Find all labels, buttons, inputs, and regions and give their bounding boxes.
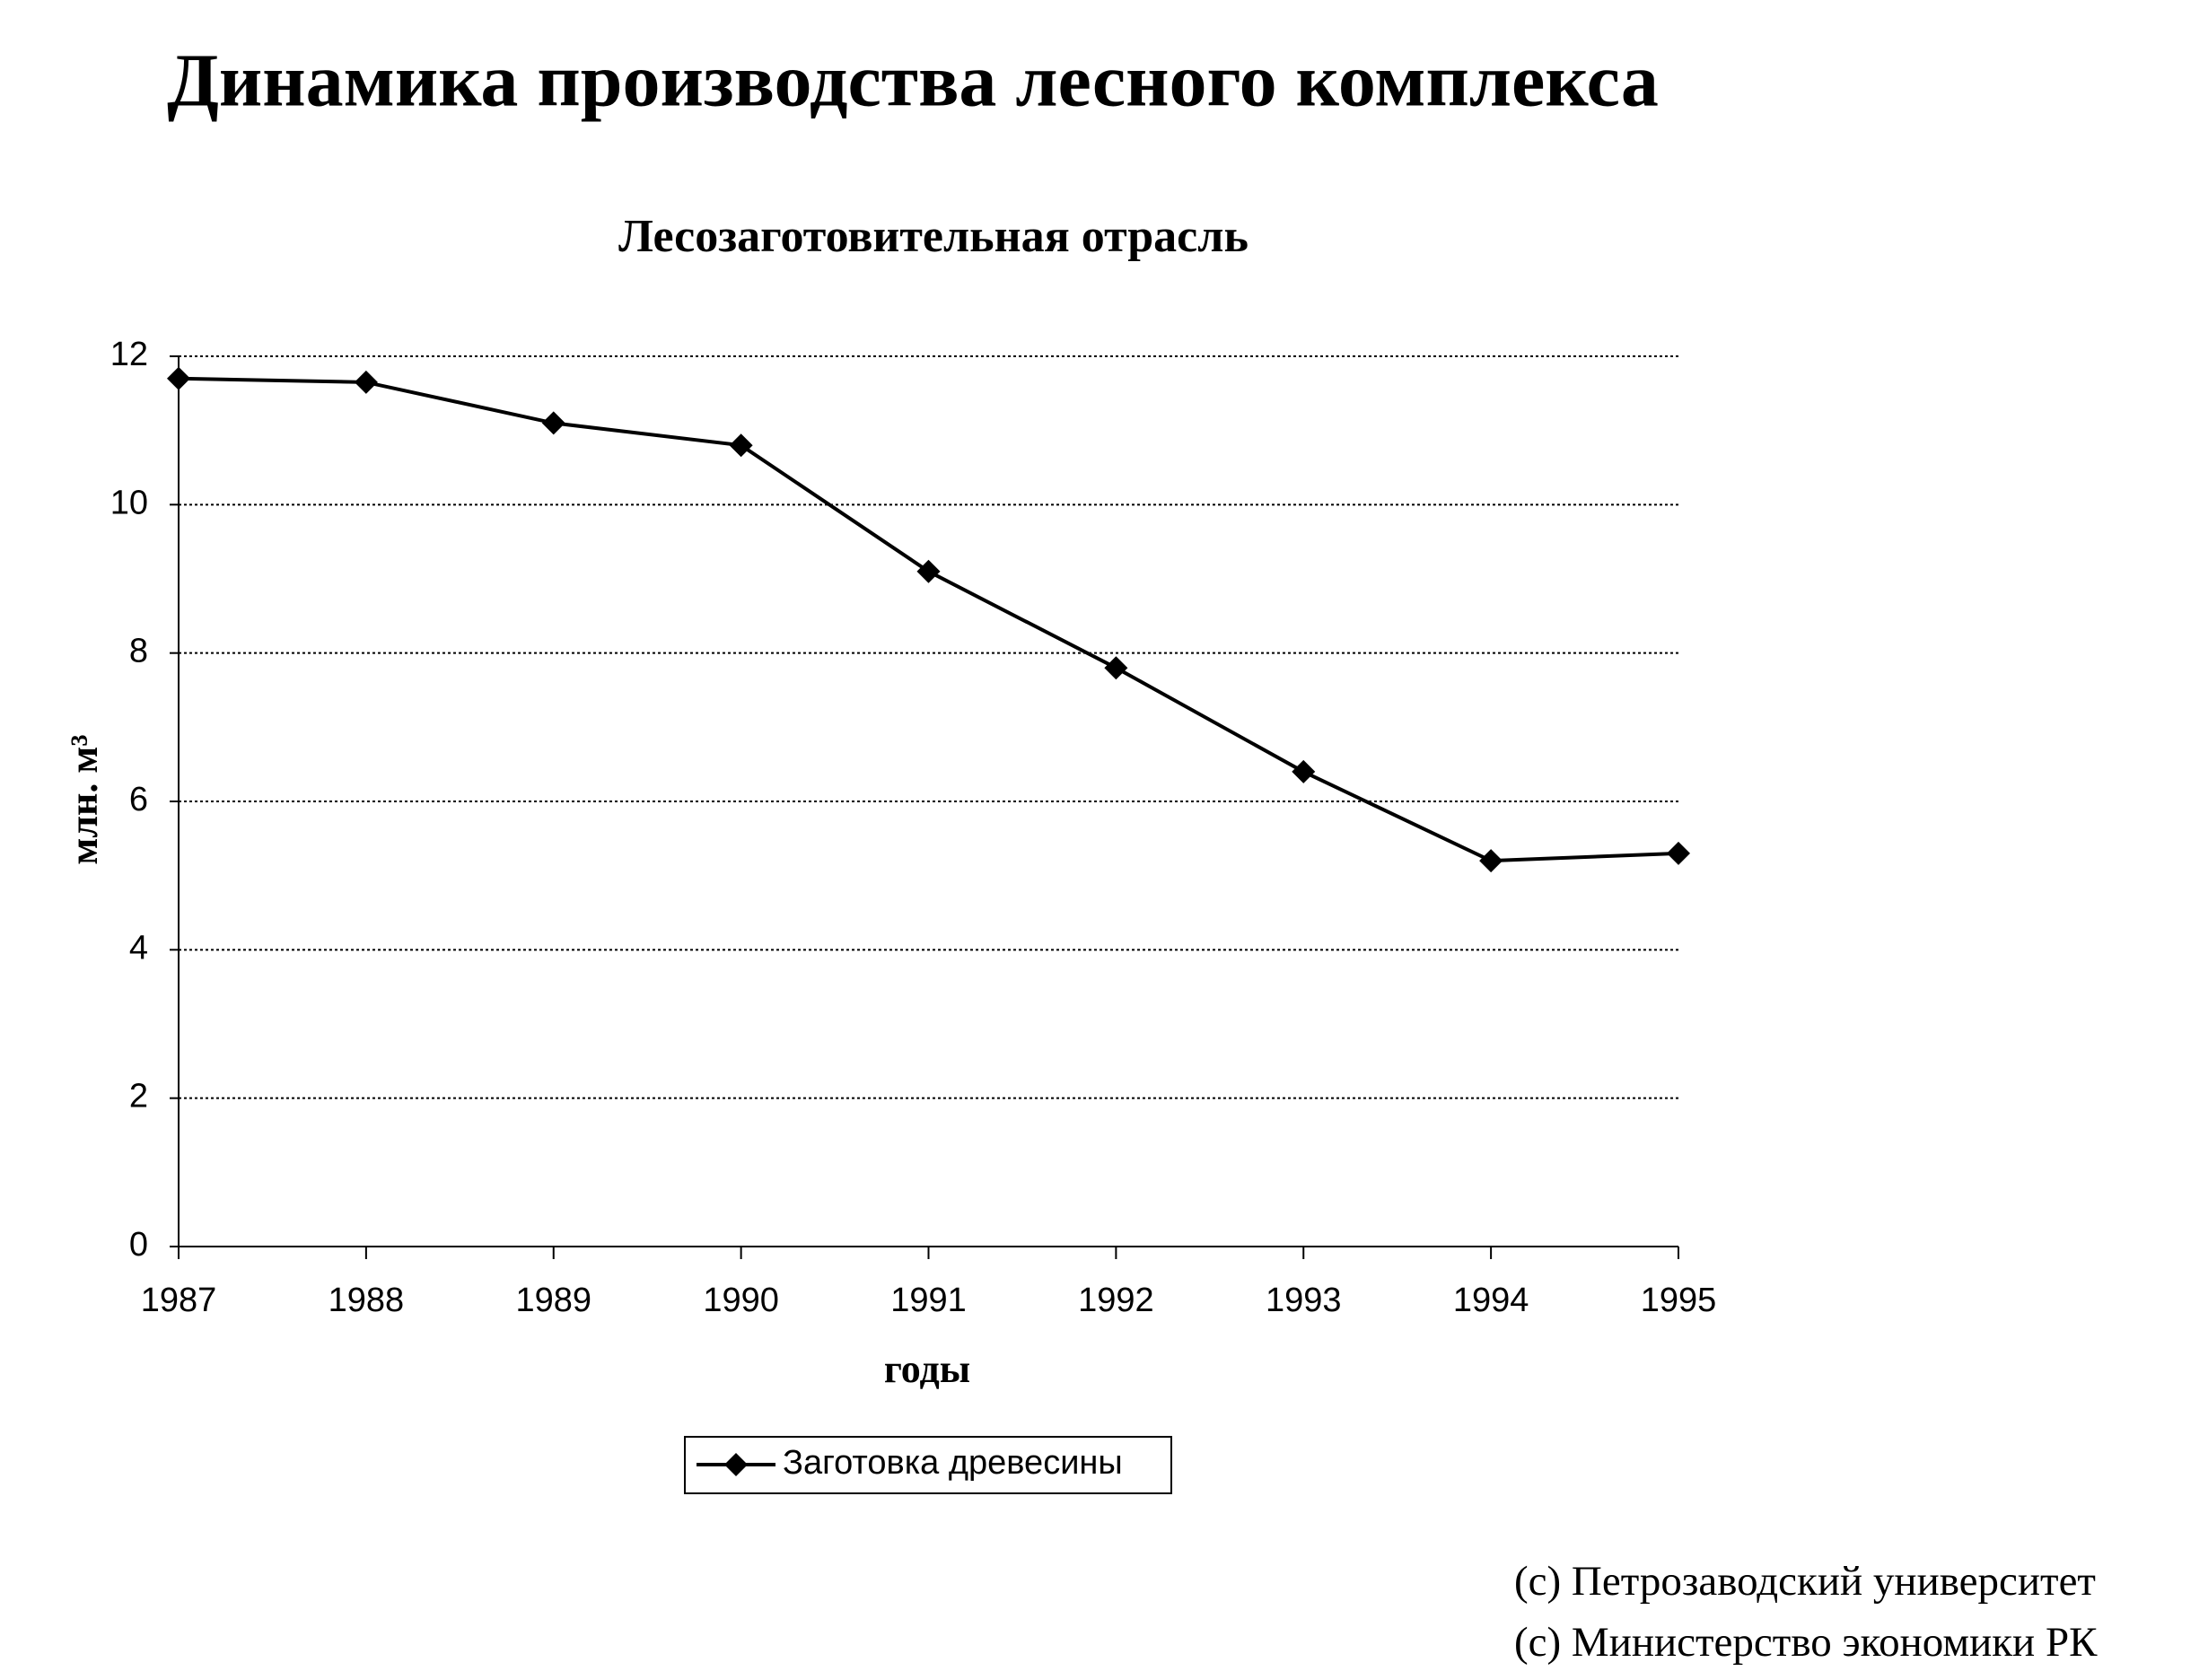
point-marker — [167, 366, 190, 390]
x-tick-label: 1994 — [1453, 1282, 1529, 1319]
legend-label: Заготовка древесины — [783, 1444, 1123, 1482]
x-tick-label: 1987 — [141, 1282, 217, 1319]
x-tick-label: 1993 — [1266, 1282, 1342, 1319]
point-marker — [1104, 656, 1128, 680]
footer-line: (с) Петрозаводский университет — [1514, 1558, 2096, 1605]
point-marker — [1292, 759, 1316, 783]
x-tick-label: 1995 — [1641, 1282, 1717, 1319]
y-tick-label: 6 — [129, 781, 148, 818]
y-tick-label: 12 — [110, 336, 148, 373]
y-tick-label: 0 — [129, 1226, 148, 1264]
x-tick-label: 1989 — [515, 1282, 591, 1319]
footer-line: (с) Министерство экономики РК — [1514, 1619, 2098, 1666]
point-marker — [354, 370, 378, 394]
chart-title: Динамика производства лесного комплекса — [167, 39, 1659, 122]
x-tick-label: 1988 — [329, 1282, 405, 1319]
legend-marker — [724, 1453, 748, 1476]
x-tick-label: 1991 — [890, 1282, 967, 1319]
point-marker — [1479, 849, 1503, 873]
x-tick-label: 1992 — [1078, 1282, 1154, 1319]
point-marker — [729, 433, 753, 458]
y-tick-label: 2 — [129, 1078, 148, 1116]
point-marker — [916, 559, 941, 583]
y-axis-title: млн. м³ — [62, 734, 106, 864]
point-marker — [541, 411, 565, 435]
y-tick-label: 10 — [110, 484, 148, 521]
x-axis-title: годы — [884, 1347, 970, 1391]
point-marker — [1667, 841, 1690, 865]
chart-subtitle: Лесозаготовительная отрасль — [618, 211, 1249, 262]
x-tick-label: 1990 — [703, 1282, 779, 1319]
series-line — [178, 376, 1679, 863]
y-tick-label: 4 — [129, 929, 148, 967]
y-tick-label: 8 — [129, 633, 148, 670]
